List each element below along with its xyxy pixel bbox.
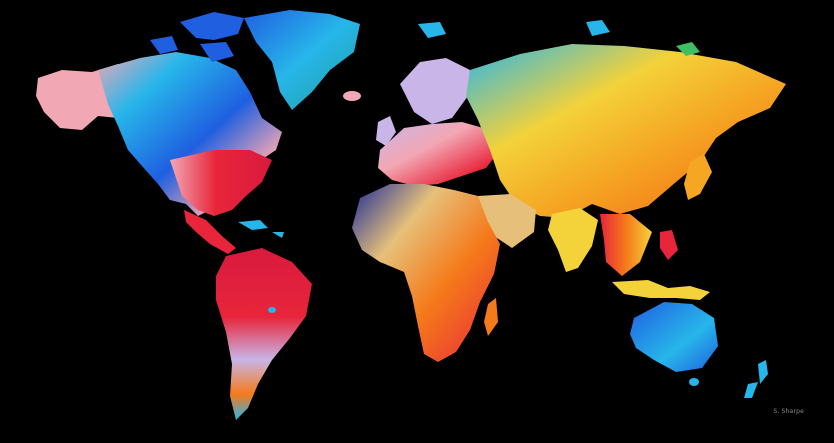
india-subcontinent [548,208,598,272]
greenland-landmass [244,10,360,110]
south-america-lake [268,307,276,313]
usa-southeast-region [170,150,272,216]
central-america-landmass [184,210,236,254]
europe-landmass [378,122,500,186]
asia-landmass [466,44,786,218]
new-zealand-islands [744,360,768,398]
novaya-zemlya-islands [586,20,610,36]
australia-landmass [630,302,718,372]
artist-signature: S. Sharpe [773,408,804,415]
southeast-asia-region [600,214,652,276]
japan-islands [684,154,712,200]
caribbean-islands [238,220,284,238]
iceland-island [343,91,361,101]
indonesia-islands [612,280,710,300]
south-america-landmass [216,248,312,420]
philippines-islands [660,230,678,260]
madagascar-island [484,298,498,336]
svalbard-islands [418,22,446,38]
scandinavia-landmass [400,58,470,124]
far-east-islands [676,42,700,56]
uk-islands [376,116,396,146]
africa-landmass [352,184,500,362]
arctic-islands [150,12,244,62]
tasmania-island [689,378,699,386]
arabian-peninsula [478,194,536,248]
